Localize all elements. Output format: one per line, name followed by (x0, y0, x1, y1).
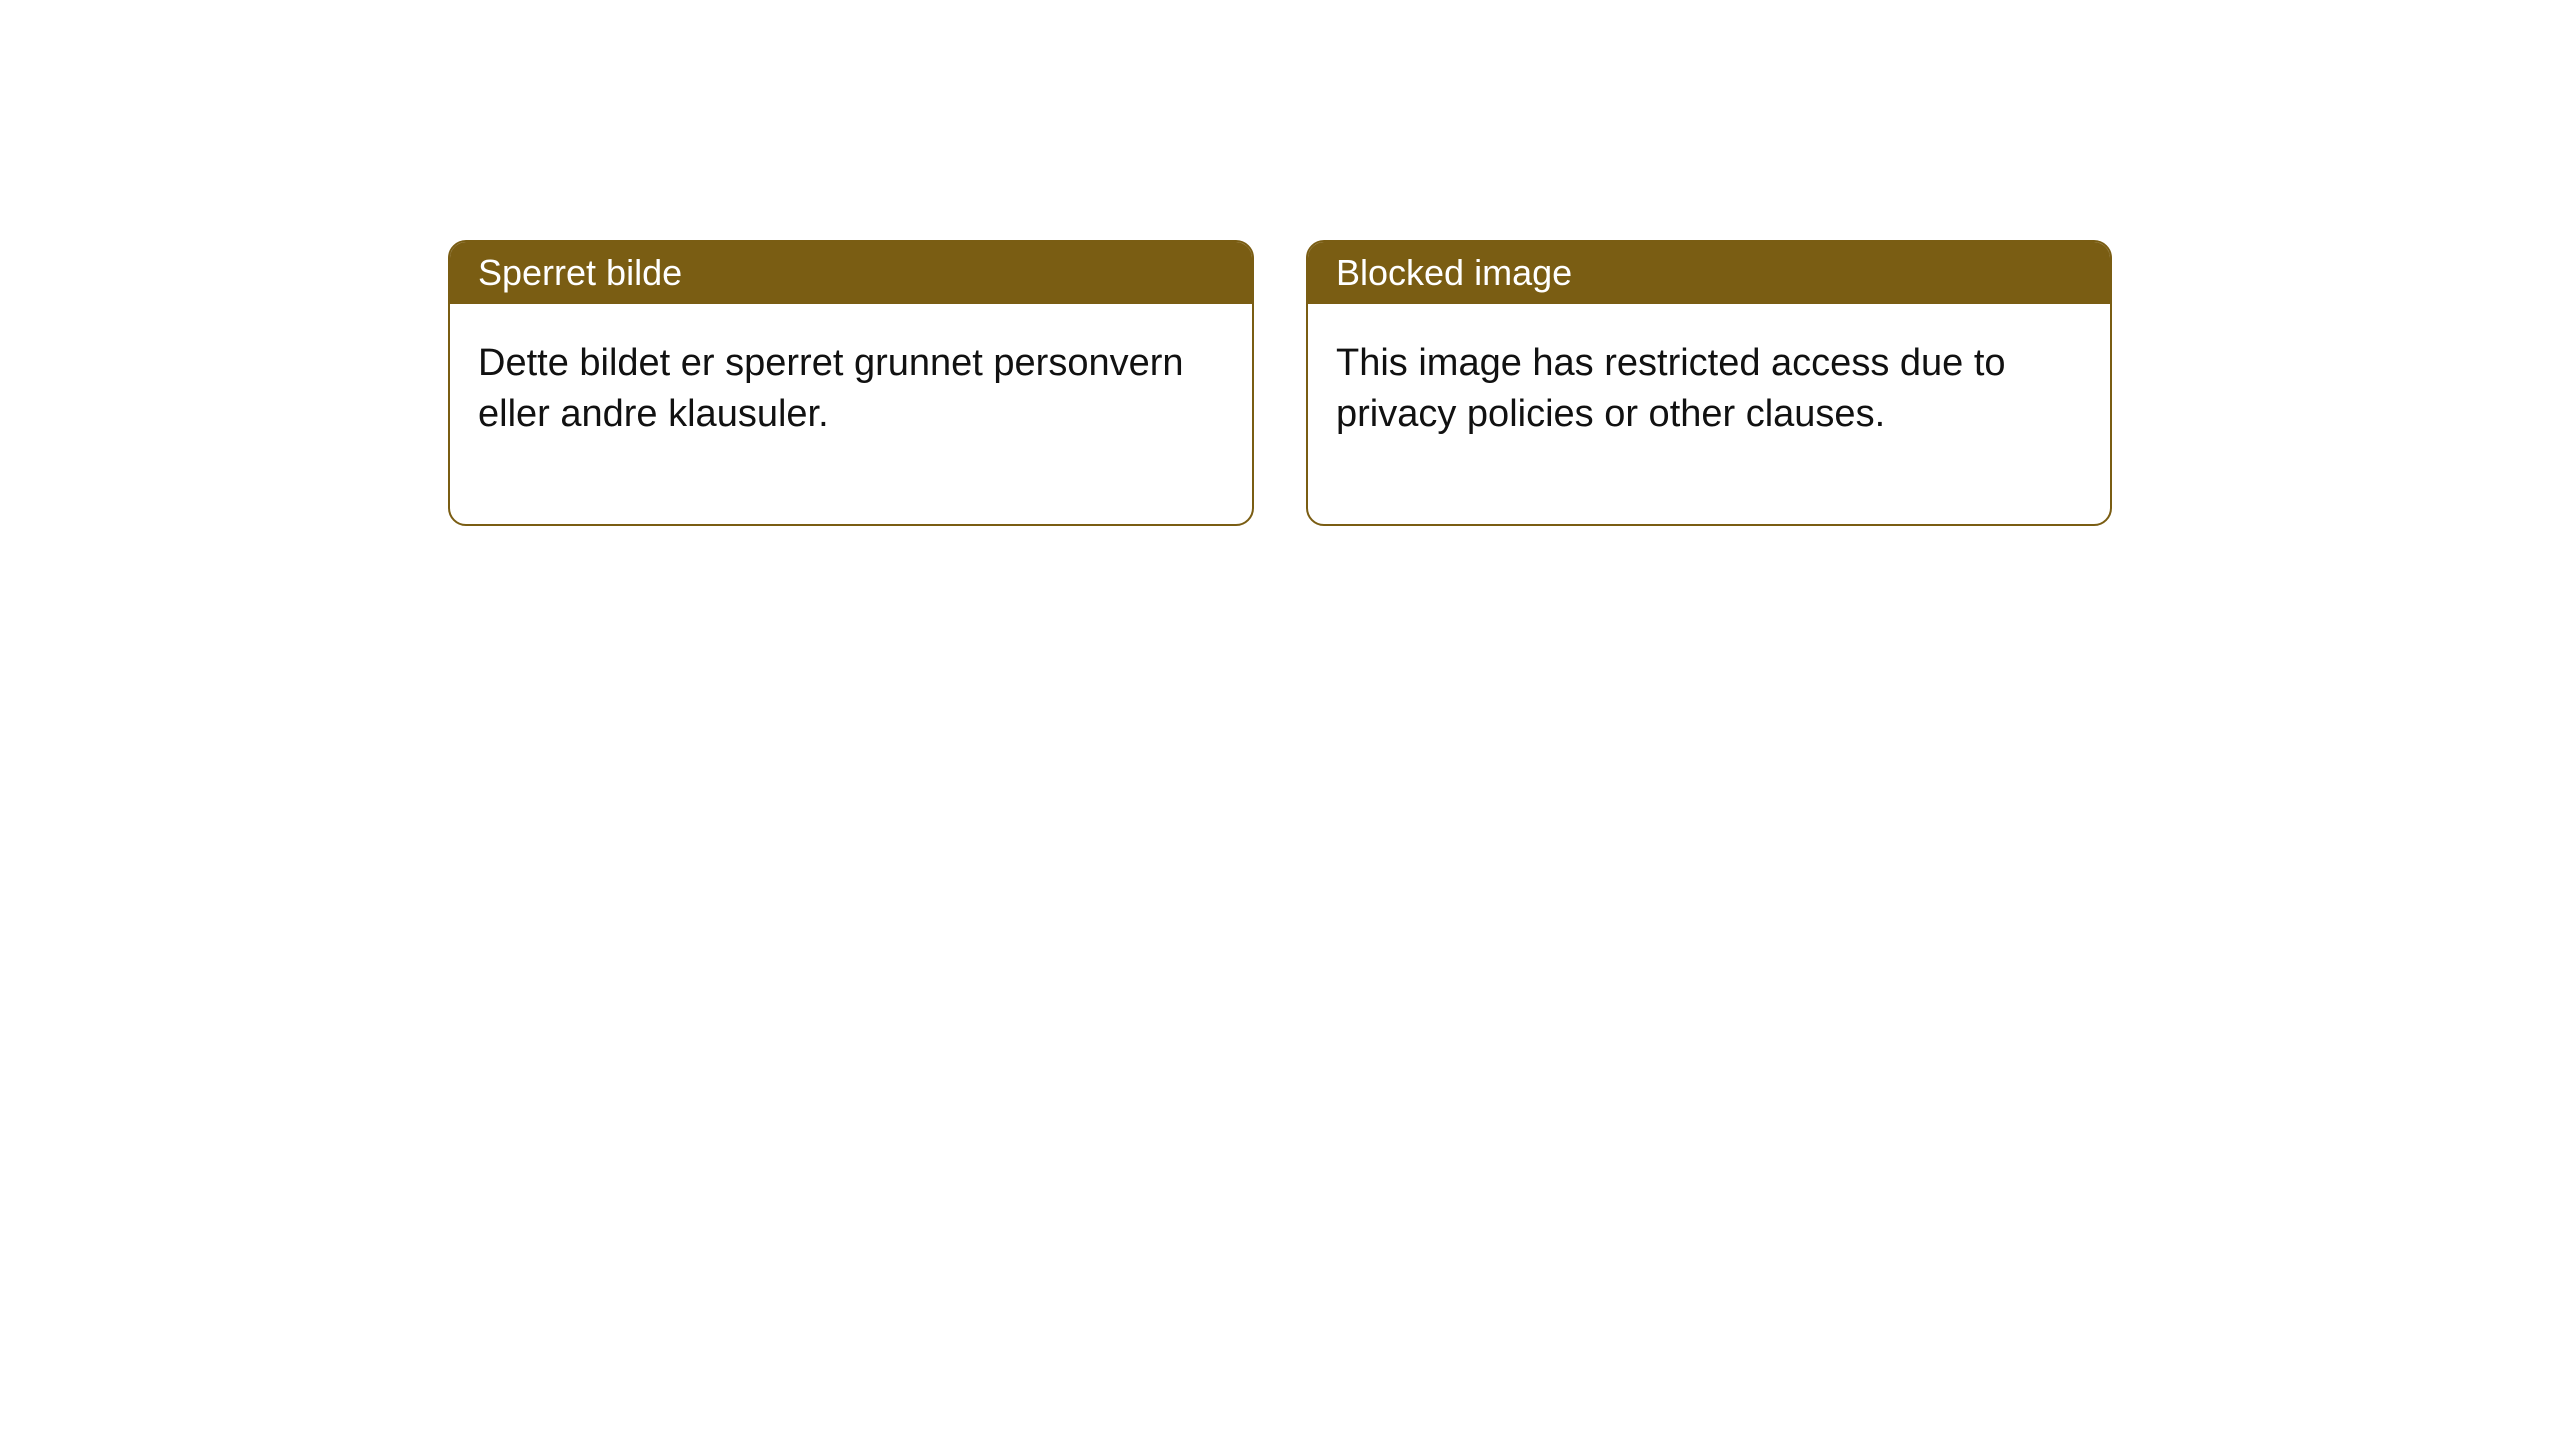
notice-box-english: Blocked image This image has restricted … (1306, 240, 2112, 526)
notice-body-norwegian: Dette bildet er sperret grunnet personve… (450, 304, 1252, 524)
notice-box-norwegian: Sperret bilde Dette bildet er sperret gr… (448, 240, 1254, 526)
notice-header-english: Blocked image (1308, 242, 2110, 304)
notice-container: Sperret bilde Dette bildet er sperret gr… (0, 0, 2560, 526)
notice-header-norwegian: Sperret bilde (450, 242, 1252, 304)
notice-body-english: This image has restricted access due to … (1308, 304, 2110, 524)
